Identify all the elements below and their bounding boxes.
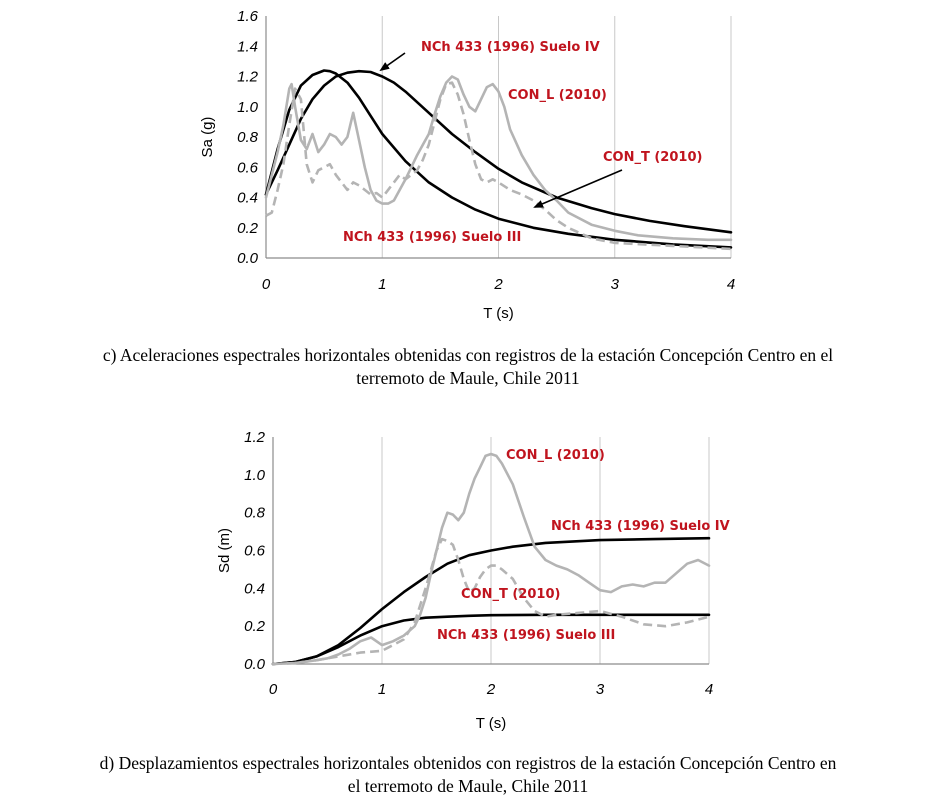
annotation-con-t-2: CON_T (2010): [461, 587, 560, 602]
c2-x-tick-label: 2: [486, 681, 496, 698]
c1-y-tick-label: 1.0: [237, 99, 259, 116]
arrow-con-t: [533, 169, 623, 208]
c1-y-tick-label: 1.6: [237, 8, 259, 25]
caption-c-line-1: c) Aceleraciones espectrales horizontale…: [103, 345, 833, 365]
c2-y-tick-label: 1.2: [244, 429, 266, 446]
c1-y-tick-label: 0.2: [237, 220, 259, 237]
c2-x-axis-label: T (s): [476, 715, 507, 732]
chart-acceleration: 0.0 0.2 0.4 0.6 0.8 1.0 1.2 1.4 1.6 0 1 2 3 4 T (s) Sa …: [199, 8, 735, 322]
c1-y-tick-label: 1.2: [237, 69, 259, 86]
c2-x-tick-label: 4: [705, 681, 713, 698]
c1-x-tick-label: 4: [727, 276, 735, 293]
annotation-suelo-iv-2: NCh 433 (1996) Suelo IV: [551, 519, 730, 534]
c2-x-tick-label: 1: [378, 681, 386, 698]
c1-x-axis-label: T (s): [483, 305, 514, 322]
caption-c-line-2: terremoto de Maule, Chile 2011: [356, 368, 579, 388]
c2-x-tick-label: 0: [269, 681, 278, 698]
c2-x-tick-label: 3: [596, 681, 605, 698]
annotation-con-l: CON_L (2010): [508, 88, 607, 103]
c2-series-con-t-2010: [272, 537, 710, 666]
c1-y-tick-label: 0.6: [237, 159, 259, 176]
c2-y-tick-label: 0.0: [244, 656, 266, 673]
chart-displacement: 0.0 0.2 0.4 0.6 0.8 1.0 1.2 0 1 2 3 4 T (s) Sd (m): [216, 429, 713, 732]
c2-y-tick-label: 1.0: [244, 467, 266, 484]
caption-d-line-2: el terremoto de Maule, Chile 2011: [348, 776, 588, 796]
caption-d-line-1: d) Desplazamientos espectrales horizonta…: [100, 753, 837, 773]
c1-x-tick-label: 0: [262, 276, 271, 293]
c2-y-axis-label: Sd (m): [216, 528, 233, 573]
c2-series-con-l-2010: [271, 452, 711, 666]
annotation-con-t: CON_T (2010): [603, 150, 702, 165]
annotation-suelo-iv: NCh 433 (1996) Suelo IV: [421, 40, 600, 55]
c1-series-nch-433-1996-suelo-iii: [264, 69, 733, 249]
c2-y-tick-label: 0.6: [244, 543, 266, 560]
c2-y-tick-label: 0.2: [244, 618, 266, 635]
c2-y-tick-label: 0.4: [244, 580, 265, 597]
c2-y-tick-label: 0.8: [244, 505, 266, 522]
c1-y-tick-label: 1.4: [237, 38, 258, 55]
c1-series-nch-433-1996-suelo-iv: [264, 69, 733, 234]
c1-y-tick-label: 0.8: [237, 129, 259, 146]
c1-x-tick-label: 2: [493, 276, 503, 293]
c1-y-tick-label: 0.0: [237, 250, 259, 267]
arrow-suelo-iv: [379, 52, 406, 72]
annotation-suelo-iii-2: NCh 433 (1996) Suelo III: [437, 628, 615, 643]
c1-series-con-l-2010: [264, 75, 733, 242]
c1-x-tick-label: 1: [378, 276, 386, 293]
c2-series-nch-433-1996-suelo-iii: [271, 613, 711, 666]
c1-y-axis-label: Sa (g): [199, 117, 216, 158]
c1-series-con-t-2010: [265, 81, 732, 251]
annotation-con-l-2: CON_L (2010): [506, 448, 605, 463]
c1-x-tick-label: 3: [611, 276, 620, 293]
annotation-suelo-iii: NCh 433 (1996) Suelo III: [343, 230, 521, 245]
c1-y-tick-label: 0.4: [237, 190, 258, 207]
